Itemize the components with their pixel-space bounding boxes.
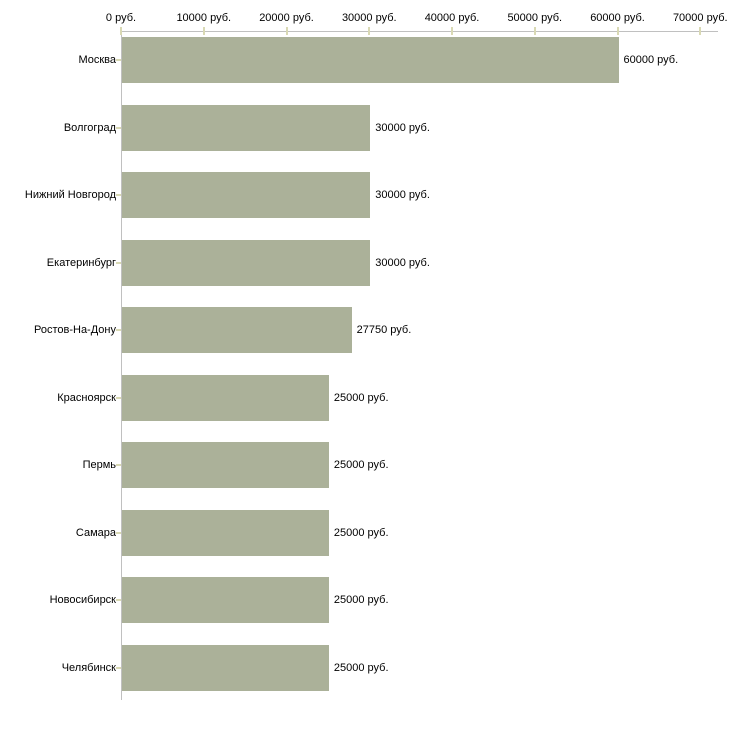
value-label: 25000 руб. bbox=[333, 594, 389, 606]
x-axis-tick-label: 20000 руб. bbox=[259, 12, 314, 24]
value-label: 25000 руб. bbox=[333, 526, 389, 539]
x-axis-tick-label: 70000 руб. bbox=[672, 12, 728, 24]
x-axis-tick-mark bbox=[285, 27, 288, 35]
category-label: Нижний Новгород bbox=[24, 189, 116, 201]
y-axis-tick-mark bbox=[116, 126, 121, 129]
y-axis-tick-mark bbox=[116, 396, 121, 399]
category-label: Екатеринбург bbox=[46, 256, 116, 269]
x-axis-tick-label: 10000 руб. bbox=[176, 12, 232, 24]
x-axis-tick-mark bbox=[533, 27, 536, 35]
bar bbox=[122, 644, 329, 691]
bar bbox=[122, 442, 329, 488]
y-axis-tick-mark bbox=[116, 329, 121, 331]
bar bbox=[122, 239, 371, 286]
x-axis-tick-mark bbox=[451, 27, 453, 35]
category-label: Челябинск bbox=[61, 661, 116, 674]
category-label: Новосибирск bbox=[49, 594, 116, 606]
value-label: 30000 руб. bbox=[375, 121, 430, 134]
x-axis-tick-mark bbox=[699, 27, 702, 35]
value-label: 27750 руб. bbox=[356, 324, 412, 336]
category-label: Красноярск bbox=[57, 391, 116, 404]
category-label: Пермь bbox=[82, 459, 116, 471]
category-label: Волгоград bbox=[63, 121, 116, 134]
x-axis-tick-label: 40000 руб. bbox=[424, 12, 480, 24]
y-axis-tick-mark bbox=[116, 599, 121, 601]
value-label: 25000 руб. bbox=[333, 391, 389, 404]
x-axis-tick-mark bbox=[368, 27, 371, 35]
value-label: 30000 руб. bbox=[375, 256, 430, 269]
x-axis-tick-mark bbox=[616, 27, 619, 35]
x-axis-tick-label: 30000 руб. bbox=[341, 12, 397, 24]
value-label: 25000 руб. bbox=[333, 661, 389, 674]
bar bbox=[122, 374, 329, 421]
x-axis-tick-label: 60000 руб. bbox=[590, 12, 645, 24]
x-axis-tick-label: 0 руб. bbox=[105, 12, 137, 24]
x-axis-tick-mark bbox=[120, 27, 122, 35]
value-label: 30000 руб. bbox=[375, 189, 430, 201]
y-axis-tick-mark bbox=[116, 666, 121, 669]
bar bbox=[122, 509, 329, 556]
x-axis-line bbox=[121, 31, 718, 32]
bar bbox=[122, 104, 371, 151]
value-label: 25000 руб. bbox=[333, 459, 389, 471]
value-label: 60000 руб. bbox=[623, 54, 679, 66]
bar bbox=[122, 577, 329, 623]
bar bbox=[122, 307, 352, 353]
y-axis-tick-mark bbox=[116, 194, 121, 196]
category-label: Самара bbox=[75, 526, 116, 539]
bar bbox=[122, 172, 371, 218]
y-axis-tick-mark bbox=[116, 261, 121, 264]
x-axis-tick-label: 50000 руб. bbox=[507, 12, 563, 24]
category-label: Москва bbox=[78, 54, 116, 66]
y-axis-tick-mark bbox=[116, 59, 121, 61]
y-axis-tick-mark bbox=[116, 464, 121, 466]
y-axis-tick-mark bbox=[116, 531, 121, 534]
bar bbox=[122, 37, 619, 83]
category-label: Ростов-На-Дону bbox=[33, 324, 116, 336]
y-axis-line bbox=[121, 31, 122, 700]
x-axis-tick-mark bbox=[202, 27, 205, 35]
